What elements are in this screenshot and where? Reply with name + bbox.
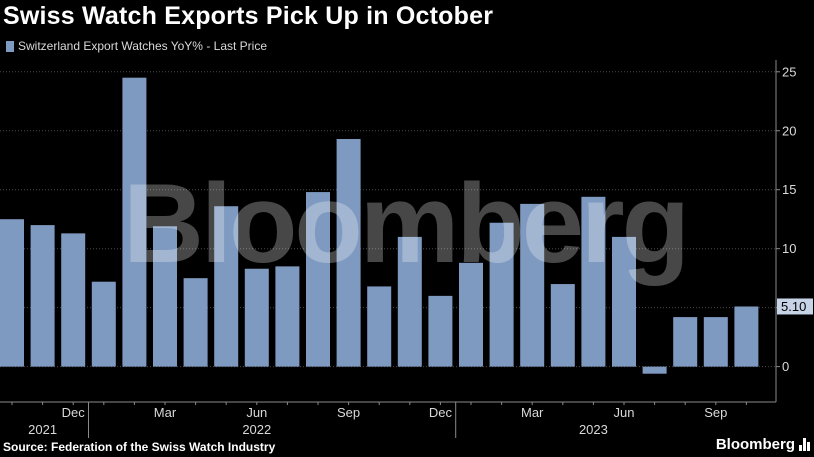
y-tick-label: 0 xyxy=(782,359,789,374)
bar xyxy=(183,278,208,367)
bar xyxy=(642,366,667,374)
bar xyxy=(30,225,55,367)
bar xyxy=(306,192,330,367)
bar xyxy=(214,206,239,367)
chart-title: Swiss Watch Exports Pick Up in October xyxy=(3,2,494,30)
year-label: 2021 xyxy=(28,422,57,437)
y-tick-label: 15 xyxy=(782,182,796,197)
y-tick-label: 20 xyxy=(782,123,796,138)
year-label: 2023 xyxy=(579,422,608,437)
bar xyxy=(550,284,575,367)
source-note: Source: Federation of the Swiss Watch In… xyxy=(3,440,276,454)
x-tick-label: Dec xyxy=(62,405,86,420)
year-label: 2022 xyxy=(242,422,271,437)
bar xyxy=(459,262,483,367)
watermark-text: Bloomberg xyxy=(123,161,687,286)
bar xyxy=(275,266,300,367)
bar xyxy=(244,268,269,367)
x-tick-label: Jun xyxy=(614,405,635,420)
x-tick-label: Jun xyxy=(246,405,267,420)
x-tick-label: Dec xyxy=(429,405,453,420)
legend: Switzerland Export Watches YoY% - Last P… xyxy=(6,39,267,53)
last-price-label: 5.10 xyxy=(781,299,806,314)
legend-swatch xyxy=(6,40,14,52)
bar xyxy=(520,203,545,367)
y-tick-label: 25 xyxy=(782,64,796,79)
brand-label: Bloomberg xyxy=(715,436,795,453)
bar xyxy=(122,77,147,367)
legend-label: Switzerland Export Watches YoY% - Last P… xyxy=(18,39,267,53)
bar xyxy=(397,236,422,367)
bar xyxy=(703,317,728,367)
bar xyxy=(673,317,698,367)
x-tick-label: Mar xyxy=(154,405,177,420)
brand-logo: Bloomberg xyxy=(716,436,810,453)
bar xyxy=(734,306,759,367)
bar xyxy=(367,286,392,367)
x-tick-label: Sep xyxy=(704,405,727,420)
bar xyxy=(489,222,514,367)
last-price-tag xyxy=(777,298,813,315)
y-tick-label: 10 xyxy=(782,241,796,256)
bar xyxy=(581,196,606,367)
bar xyxy=(0,219,24,367)
bar xyxy=(612,236,636,367)
bar xyxy=(61,233,86,367)
bar xyxy=(153,226,177,367)
bar xyxy=(91,281,116,367)
bar-chart-icon xyxy=(799,438,810,451)
x-tick-label: Mar xyxy=(521,405,544,420)
bar xyxy=(428,295,453,367)
x-tick-label: Sep xyxy=(337,405,360,420)
bar xyxy=(336,139,361,367)
